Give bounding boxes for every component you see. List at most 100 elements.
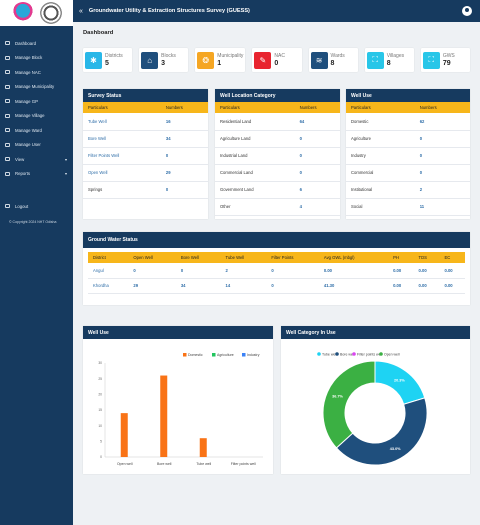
table-row: Commercial Land 0 — [215, 164, 340, 182]
sidebar-item-label: Manage Municipality — [15, 84, 55, 90]
slice-tube-well[interactable] — [374, 360, 426, 405]
stat-value: 79 — [442, 60, 451, 67]
nac-icon — [5, 70, 10, 75]
row-value: 14 — [220, 278, 267, 294]
sidebar-item-manage-ward[interactable]: Manage Ward — [0, 123, 73, 138]
bar-domestic-0[interactable] — [120, 413, 128, 457]
sidebar-item-manage-municipality[interactable]: Manage Municipality — [0, 80, 73, 95]
stat-text: GWS 79 — [443, 53, 455, 67]
government-seal-logo — [39, 2, 62, 24]
stat-value: 8 — [330, 60, 335, 67]
well-location-card: Well Location Category Particulars Number… — [215, 89, 340, 219]
reports-icon — [5, 171, 10, 176]
page-title: Dashboard — [83, 30, 114, 36]
user-avatar-icon[interactable] — [462, 6, 472, 16]
stat-card-wards[interactable]: ≋ Wards 8 — [308, 48, 358, 72]
table-row: Agriculture Land 0 — [215, 130, 340, 148]
row-label[interactable]: Bore Well — [83, 130, 161, 148]
y-tick-label: 0 — [100, 455, 102, 459]
collapse-sidebar-icon[interactable]: « — [79, 7, 83, 15]
sidebar-item-label: Dashboard — [15, 40, 37, 46]
row-value: 2 — [414, 181, 470, 199]
legend-label: Industry — [247, 353, 260, 357]
table-row: Angul 0 0 2 0 0.00 0.00 0.00 0.00 — [88, 263, 465, 279]
stat-card-municipality[interactable]: ❂ Municipality 1 — [195, 48, 246, 72]
slice-open-well[interactable] — [322, 360, 376, 449]
stat-districts-icon: ✱ — [85, 51, 102, 69]
x-tick-label: Open well — [117, 462, 133, 466]
stat-card-nac[interactable]: ✎ NAC 0 — [252, 48, 302, 72]
stat-wards-icon: ≋ — [310, 51, 328, 69]
column-header: PH — [388, 252, 414, 263]
row-value: 0 — [294, 130, 340, 148]
row-value: 0.00 — [439, 263, 465, 279]
stat-card-districts[interactable]: ✱ Districts 5 — [83, 48, 133, 72]
legend-swatch-filter-points-well — [352, 352, 356, 356]
column-header: Particulars — [83, 102, 161, 113]
column-header: TDS — [413, 252, 440, 263]
legend-label: Bore well — [340, 352, 355, 356]
column-header: Bore Well — [175, 252, 221, 263]
well-use-title: Well Use — [346, 89, 470, 102]
row-label[interactable]: Filter Points Well — [83, 147, 161, 165]
row-label: Commercial Land — [215, 164, 295, 182]
row-value: 11 — [414, 198, 470, 216]
row-label[interactable]: Angul — [88, 263, 129, 279]
table-row: Springs 0 — [83, 181, 208, 199]
column-header: District — [88, 252, 129, 263]
row-value: 0.00 — [388, 263, 414, 279]
sidebar: Dashboard Manage Block Manage NAC Manage Mu… — [0, 0, 73, 525]
stat-card-gws[interactable]: ⛶ GWS 79 — [420, 48, 470, 72]
stats-row: ✱ Districts 5 ⌂ Blocks 3 ❂ Municipality 1 ✎ NAC 0 ≋ W… — [83, 48, 470, 72]
logout-button[interactable]: Logout — [0, 199, 73, 214]
stat-card-blocks[interactable]: ⌂ Blocks 3 — [139, 48, 189, 72]
table-row: Bore Well 34 — [83, 130, 208, 148]
legend-label: Domestic — [188, 353, 203, 357]
well-category-chart-card: Well Category In Use 20.3% 43.0% 36.7% Tube… — [281, 326, 470, 474]
stat-text: Districts 5 — [105, 53, 123, 67]
column-header: Particulars — [215, 102, 295, 113]
sidebar-item-view[interactable]: View ▾ — [0, 152, 73, 167]
table-row: Filter Points Well 0 — [83, 147, 208, 165]
y-tick-label: 15 — [98, 408, 102, 412]
legend-label: Agriculture — [217, 353, 234, 357]
slice-label: 20.3% — [394, 378, 405, 382]
view-icon — [5, 157, 10, 162]
bar-domestic-1[interactable] — [160, 375, 168, 457]
sidebar-item-manage-gp[interactable]: Manage GP — [0, 94, 73, 109]
row-label: Agriculture Land — [215, 130, 295, 148]
table-row: Khordha 29 34 14 0 41.30 0.00 0.00 0.00 — [88, 278, 465, 294]
bar-domestic-2[interactable] — [199, 438, 207, 457]
sidebar-item-manage-village[interactable]: Manage Village — [0, 109, 73, 124]
slice-bore-well[interactable] — [335, 397, 428, 466]
sidebar-item-manage-user[interactable]: Manage User — [0, 138, 73, 153]
user-icon — [5, 142, 10, 147]
survey-status-card: Survey Status Particulars Numbers Tube Wel… — [83, 89, 208, 219]
row-label[interactable]: Khordha — [88, 278, 129, 294]
row-label[interactable]: Open Well — [83, 164, 161, 182]
village-icon — [5, 113, 10, 118]
sidebar-item-manage-block[interactable]: Manage Block — [0, 51, 73, 66]
stat-value: 5 — [105, 60, 109, 67]
row-label: Industry — [346, 147, 415, 165]
legend-swatch-agriculture — [212, 353, 216, 357]
stat-label: GWS — [442, 53, 455, 59]
row-value: 0 — [160, 181, 208, 199]
legend-swatch-open-well — [379, 352, 383, 356]
row-label: Commercial — [346, 164, 415, 182]
gp-icon — [5, 99, 10, 104]
ground-water-status-title: Ground Water Status — [83, 232, 470, 248]
sidebar-item-reports[interactable]: Reports ▾ — [0, 167, 73, 182]
main-content: Dashboard ✱ Districts 5 ⌂ Blocks 3 ❂ Municipali… — [73, 22, 480, 525]
sidebar-item-dashboard[interactable]: Dashboard — [0, 36, 73, 51]
sidebar-item-manage-nac[interactable]: Manage NAC — [0, 65, 73, 80]
row-label[interactable]: Tube Well — [83, 113, 161, 131]
logout-label: Logout — [15, 203, 29, 209]
chevron-down-icon: ▾ — [64, 171, 67, 177]
row-label: Other — [215, 198, 295, 216]
stat-label: Blocks — [161, 53, 176, 59]
row-value: 0 — [175, 263, 221, 279]
well-location-table: Particulars Numbers Residential Land 64 Agri… — [215, 102, 340, 216]
stat-card-villages[interactable]: ⛶ Villages 8 — [364, 48, 414, 72]
well-use-card: Well Use Particulars Numbers Domestic 62 Agr… — [346, 89, 470, 219]
